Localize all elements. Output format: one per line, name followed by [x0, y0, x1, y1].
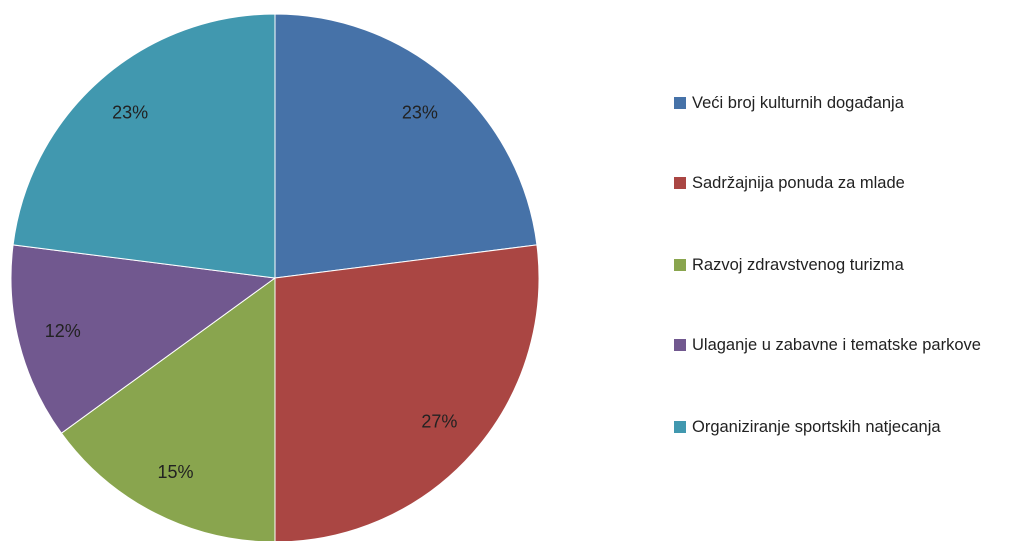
- legend-swatch: [674, 177, 686, 189]
- data-label: 12%: [45, 321, 81, 341]
- data-label: 23%: [402, 102, 438, 122]
- legend-label: Veći broj kulturnih događanja: [692, 94, 904, 112]
- legend-swatch: [674, 259, 686, 271]
- pie-slice: [274, 13, 538, 279]
- legend-swatch: [674, 421, 686, 433]
- legend-item: Ulaganje u zabavne i tematske parkove: [674, 328, 1020, 362]
- pie-slice: [274, 244, 540, 541]
- legend-swatch: [674, 97, 686, 109]
- chart: 23% 27% 15% 12% 23%: [10, 13, 540, 541]
- legend-label: Razvoj zdravstvenog turizma: [692, 256, 904, 274]
- legend-item: Veći broj kulturnih događanja: [674, 86, 1020, 120]
- legend-label: Sadržajnija ponuda za mlade: [692, 174, 905, 192]
- pie-slice: [10, 244, 277, 434]
- pie-slice: [12, 13, 276, 279]
- data-label: 27%: [421, 412, 457, 432]
- legend-item: Sadržajnija ponuda za mlade: [674, 166, 1020, 200]
- legend-label: Ulaganje u zabavne i tematske parkove: [692, 336, 981, 354]
- legend-item: Organiziranje sportskih natjecanja: [674, 410, 1020, 444]
- legend-swatch: [674, 339, 686, 351]
- legend-label: Organiziranje sportskih natjecanja: [692, 418, 941, 436]
- legend-item: Razvoj zdravstvenog turizma: [674, 248, 1020, 282]
- data-label: 23%: [112, 102, 148, 122]
- data-label: 15%: [158, 462, 194, 482]
